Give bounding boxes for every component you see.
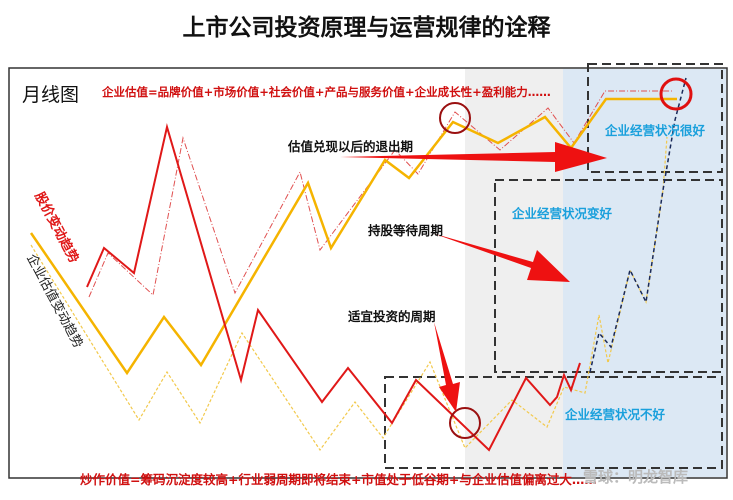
zone-very-good-label: 企业经营状况很好 <box>605 123 706 138</box>
zone-improving-label: 企业经营状况变好 <box>512 206 613 221</box>
blue-band <box>563 69 726 477</box>
holding-period-label: 持股等待周期 <box>368 223 444 238</box>
valuation-formula: 企业估值=品牌价值+市场价值+社会价值+产品与服务价值+企业成长性+盈利能力…… <box>102 85 551 99</box>
exit-period-label: 估值兑现以后的退出期 <box>288 139 414 154</box>
top-circle <box>659 77 693 111</box>
watermark: 雪球：明龙智库 <box>583 468 689 486</box>
page-title: 上市公司投资原理与运营规律的诠释 <box>182 15 551 41</box>
zone-bad-label: 企业经营状况不好 <box>565 407 666 422</box>
chart-label: 月线图 <box>22 84 80 106</box>
stock-price-trend-line <box>86 123 581 452</box>
box-bad <box>384 376 723 469</box>
speculation-formula: 炒作价值=筹码沉淀度较高+行业弱周期即将结束+市值处于低谷期+与企业估值偏离过大… <box>80 472 597 487</box>
recovery-dashed-line <box>589 77 687 373</box>
valuation-trend-line <box>29 97 677 376</box>
investment-arrow <box>434 322 460 412</box>
exit-arrow <box>340 142 607 172</box>
bottom-circle <box>449 407 481 439</box>
peak-circle <box>439 102 471 134</box>
box-improving <box>494 179 723 373</box>
valuation-lower-dashed-line <box>30 136 668 452</box>
holding-arrow <box>432 233 570 282</box>
investment-period-label: 适宜投资的周期 <box>348 309 436 324</box>
stock-price-dashed-line <box>88 90 672 298</box>
box-very-good <box>587 63 723 173</box>
